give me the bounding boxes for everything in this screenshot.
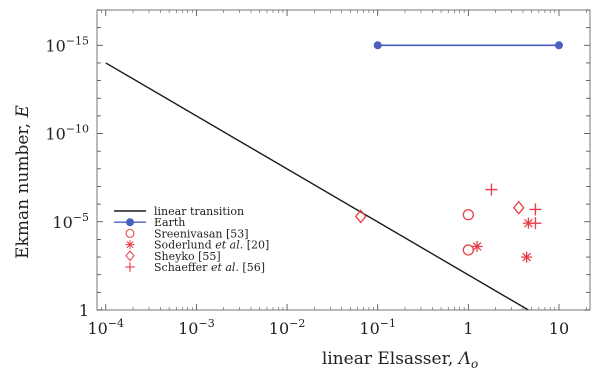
- data-point: [529, 203, 542, 216]
- x-tick-label: 10−2: [269, 317, 306, 338]
- x-tick-label: 10−4: [87, 317, 124, 338]
- legend-marker: [125, 240, 135, 250]
- data-point: [512, 200, 525, 215]
- legend-label: Soderlund et al. [20]: [154, 239, 269, 252]
- legend-entry: linear transition: [114, 205, 244, 218]
- data-point: [529, 217, 542, 230]
- legend-label: Schaeffer et al. [56]: [154, 261, 265, 274]
- legend-entry: Sheyko [55]: [125, 250, 221, 263]
- data-point: [462, 209, 474, 221]
- axes: 10−4 10−3 10−2 10−1 1 10 10−15 10−10 10−5 1: [45, 9, 591, 338]
- y-tick-label: 10−5: [52, 211, 89, 232]
- y-tick-label: 1: [79, 301, 89, 320]
- series-4: [354, 200, 525, 224]
- legend-entry: Schaeffer et al. [56]: [125, 261, 265, 274]
- legend-marker: [125, 228, 135, 238]
- data-point: [373, 41, 382, 50]
- y-axis-label: Ekman number, E: [13, 105, 33, 259]
- data-point: [354, 209, 367, 224]
- legend-marker: [125, 262, 135, 272]
- data-point: [554, 41, 563, 50]
- legend-label: linear transition: [154, 205, 244, 218]
- legend-label: Sheyko [55]: [154, 250, 221, 263]
- y-tick-label: 10−15: [45, 34, 89, 55]
- plot-frame: [96, 9, 591, 311]
- legend-entry: Earth: [114, 216, 185, 229]
- plot-area: [105, 41, 563, 310]
- series-line: [105, 62, 529, 310]
- data-point: [521, 251, 533, 263]
- x-tick-label: 10−1: [359, 317, 396, 338]
- x-axis-label: linear Elsasser, Λo: [322, 349, 478, 371]
- legend-entry: Soderlund et al. [20]: [125, 239, 269, 252]
- series-3: [471, 217, 534, 263]
- series-0: [105, 62, 529, 310]
- data-point: [471, 240, 483, 252]
- series-5: [485, 183, 542, 230]
- data-point: [485, 183, 498, 196]
- x-tick-label: 1: [463, 319, 473, 338]
- legend-marker: [125, 250, 135, 262]
- legend-entry: Sreenivasan [53]: [125, 227, 249, 240]
- series-1: [373, 41, 563, 50]
- y-tick-label: 10−10: [45, 123, 89, 144]
- legend-label: Sreenivasan [53]: [154, 227, 249, 240]
- legend-marker: [126, 218, 134, 227]
- x-tick-label: 10: [549, 319, 569, 338]
- series-2: [462, 209, 474, 256]
- x-tick-label: 10−3: [178, 317, 215, 338]
- legend-label: Earth: [154, 216, 185, 229]
